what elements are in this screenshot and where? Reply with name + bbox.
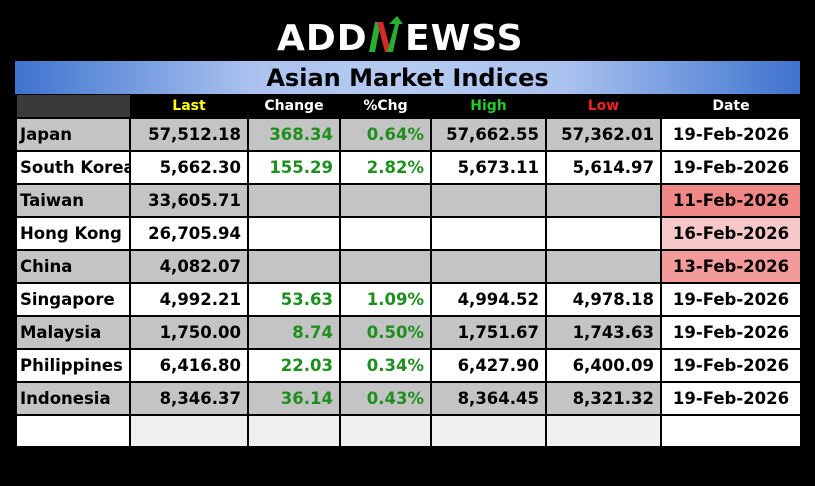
cell-high	[430, 183, 547, 218]
table-row: Taiwan 33,605.71 11-Feb-2026	[15, 183, 802, 218]
cell-date: 19-Feb-2026	[660, 282, 802, 317]
cell-high: 8,364.45	[430, 381, 547, 416]
cell-date: 19-Feb-2026	[660, 150, 802, 185]
cell-pct: 2.82%	[339, 150, 432, 185]
cell-date: 19-Feb-2026	[660, 381, 802, 416]
cell-name: Japan	[15, 117, 131, 152]
header-high: High	[430, 94, 547, 119]
empty-cell	[15, 414, 131, 448]
cell-low: 6,400.09	[545, 348, 662, 383]
cell-pct: 0.34%	[339, 348, 432, 383]
cell-pct	[339, 249, 432, 284]
cell-high	[430, 216, 547, 251]
table-row: Singapore 4,992.21 53.63 1.09% 4,994.52 …	[15, 282, 802, 317]
cell-pct	[339, 216, 432, 251]
empty-cell	[247, 414, 341, 448]
cell-pct	[339, 183, 432, 218]
empty-row	[15, 414, 802, 448]
cell-change: 22.03	[247, 348, 341, 383]
logo-text-add: ADD	[277, 18, 368, 58]
cell-last: 8,346.37	[129, 381, 249, 416]
cell-date: 19-Feb-2026	[660, 348, 802, 383]
cell-date: 13-Feb-2026	[660, 249, 802, 284]
cell-pct: 1.09%	[339, 282, 432, 317]
logo-text-ewss: EWSS	[405, 18, 524, 58]
table-row: Philippines 6,416.80 22.03 0.34% 6,427.9…	[15, 348, 802, 383]
header-last: Last	[129, 94, 249, 119]
cell-last: 4,082.07	[129, 249, 249, 284]
cell-name: Hong Kong	[15, 216, 131, 251]
cell-date: 19-Feb-2026	[660, 315, 802, 350]
cell-change	[247, 216, 341, 251]
cell-last: 33,605.71	[129, 183, 249, 218]
cell-name: Singapore	[15, 282, 131, 317]
cell-name: China	[15, 249, 131, 284]
cell-name: Indonesia	[15, 381, 131, 416]
header-low: Low	[545, 94, 662, 119]
cell-change: 368.34	[247, 117, 341, 152]
logo-n-icon	[368, 16, 403, 52]
table-row: Hong Kong 26,705.94 16-Feb-2026	[15, 216, 802, 251]
cell-date: 16-Feb-2026	[660, 216, 802, 251]
cell-name: South Korea	[15, 150, 131, 185]
site-logo[interactable]: ADD EWSS	[0, 14, 815, 58]
cell-low: 57,362.01	[545, 117, 662, 152]
cell-last: 6,416.80	[129, 348, 249, 383]
header-pct-change: %Chg	[339, 94, 432, 119]
cell-low	[545, 183, 662, 218]
cell-high	[430, 249, 547, 284]
cell-high: 6,427.90	[430, 348, 547, 383]
cell-low	[545, 216, 662, 251]
cell-high: 57,662.55	[430, 117, 547, 152]
cell-high: 5,673.11	[430, 150, 547, 185]
cell-change: 36.14	[247, 381, 341, 416]
cell-low: 5,614.97	[545, 150, 662, 185]
cell-low: 1,743.63	[545, 315, 662, 350]
cell-name: Taiwan	[15, 183, 131, 218]
table-row: Indonesia 8,346.37 36.14 0.43% 8,364.45 …	[15, 381, 802, 416]
table-row: South Korea 5,662.30 155.29 2.82% 5,673.…	[15, 150, 802, 185]
cell-low	[545, 249, 662, 284]
header-date: Date	[660, 94, 802, 119]
cell-name: Malaysia	[15, 315, 131, 350]
cell-high: 4,994.52	[430, 282, 547, 317]
cell-high: 1,751.67	[430, 315, 547, 350]
table-title: Asian Market Indices	[15, 61, 800, 94]
logo-mark: ADD EWSS	[277, 16, 524, 58]
empty-cell	[660, 414, 802, 448]
empty-cell	[129, 414, 249, 448]
empty-cell	[430, 414, 547, 448]
cell-pct: 0.50%	[339, 315, 432, 350]
cell-pct: 0.64%	[339, 117, 432, 152]
cell-pct: 0.43%	[339, 381, 432, 416]
empty-cell	[339, 414, 432, 448]
table-row: Malaysia 1,750.00 8.74 0.50% 1,751.67 1,…	[15, 315, 802, 350]
header-change: Change	[247, 94, 341, 119]
cell-last: 26,705.94	[129, 216, 249, 251]
header-name	[15, 94, 131, 119]
cell-name: Philippines	[15, 348, 131, 383]
cell-last: 5,662.30	[129, 150, 249, 185]
cell-change: 53.63	[247, 282, 341, 317]
table-row: Japan 57,512.18 368.34 0.64% 57,662.55 5…	[15, 117, 802, 152]
cell-change	[247, 249, 341, 284]
header-row: Last Change %Chg High Low Date	[15, 94, 802, 119]
cell-change: 8.74	[247, 315, 341, 350]
cell-change: 155.29	[247, 150, 341, 185]
market-indices-table: Last Change %Chg High Low Date Japan 57,…	[15, 94, 802, 448]
table-row: China 4,082.07 13-Feb-2026	[15, 249, 802, 284]
cell-date: 11-Feb-2026	[660, 183, 802, 218]
cell-last: 1,750.00	[129, 315, 249, 350]
cell-date: 19-Feb-2026	[660, 117, 802, 152]
cell-last: 57,512.18	[129, 117, 249, 152]
cell-change	[247, 183, 341, 218]
cell-low: 8,321.32	[545, 381, 662, 416]
empty-cell	[545, 414, 662, 448]
cell-last: 4,992.21	[129, 282, 249, 317]
cell-low: 4,978.18	[545, 282, 662, 317]
